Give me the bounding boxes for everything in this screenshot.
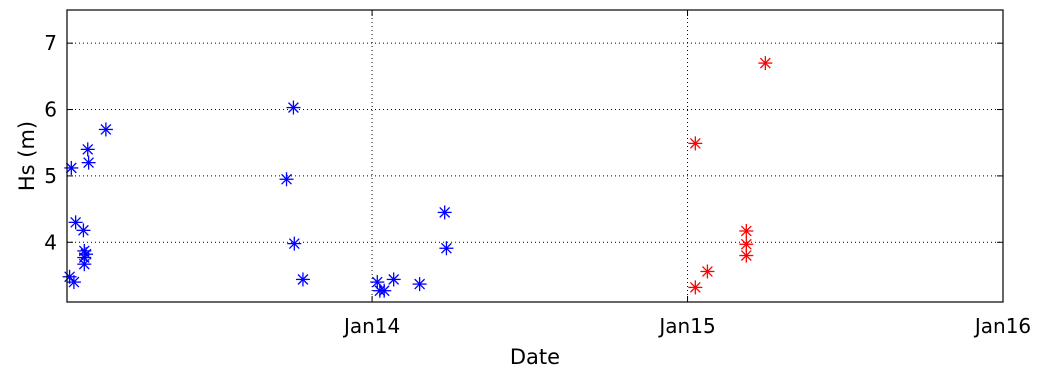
y-axis-label: Hs (m) [15,121,39,191]
data-point-asterisk [739,237,754,252]
data-point-asterisk [758,56,773,71]
data-point-asterisk [76,223,91,238]
data-point-asterisk [287,236,302,251]
x-tick-label: Jan15 [657,314,715,338]
data-point-asterisk [79,247,94,262]
data-points [62,56,773,298]
data-point-asterisk [739,223,754,238]
plot-area [67,10,1003,302]
x-tick-label: Jan14 [342,314,400,338]
data-point-asterisk [279,172,294,187]
data-point-asterisk [80,142,95,157]
grid-lines [67,10,1004,302]
data-point-asterisk [700,264,715,279]
y-tick-label: 5 [44,164,57,188]
y-tick-label: 7 [44,31,57,55]
data-point-asterisk [688,136,703,151]
plot-frame [66,9,1004,303]
data-point-asterisk [66,275,81,290]
data-point-asterisk [386,272,401,287]
data-point-asterisk [286,100,301,115]
x-tick-label: Jan16 [973,314,1031,338]
data-point-asterisk [98,122,113,137]
data-point-asterisk [377,283,392,298]
data-point-asterisk [412,277,427,292]
data-point-asterisk [370,275,385,290]
data-point-asterisk [439,241,454,256]
data-point-asterisk [295,272,310,287]
y-tick-label: 4 [44,230,57,254]
data-point-asterisk [437,205,452,220]
axis-ticks: 4 5 6 7 Jan14 Jan15 Jan16 [44,10,1031,338]
data-point-asterisk [688,280,703,295]
y-tick-label: 6 [44,98,57,122]
data-point-asterisk [81,155,96,170]
data-point-asterisk [739,248,754,263]
x-axis-label: Date [510,345,560,369]
